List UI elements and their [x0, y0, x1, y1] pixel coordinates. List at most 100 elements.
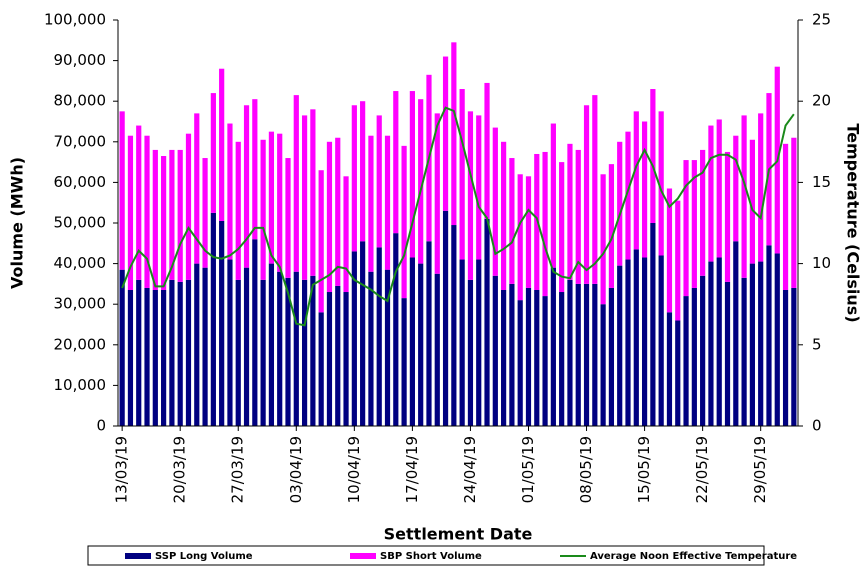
- bar-segment: [202, 267, 208, 426]
- y2-tick-label: 20: [812, 92, 831, 110]
- bar-segment: [185, 279, 192, 426]
- bar-segment: [418, 263, 424, 426]
- y-tick-label: 40,000: [54, 254, 107, 272]
- bar-segment: [550, 123, 556, 268]
- bar-segment: [650, 89, 656, 224]
- bar-segment: [666, 188, 673, 313]
- x-tick-label: 01/05/19: [519, 436, 537, 503]
- bar-segment: [293, 95, 299, 272]
- bar-segment: [534, 289, 540, 426]
- bar-segment: [617, 265, 623, 426]
- bar-segment: [185, 133, 192, 280]
- bar-segment: [310, 275, 316, 426]
- bar-segment: [724, 281, 731, 426]
- bar-segment: [567, 143, 573, 280]
- x-tick-label: 10/04/19: [345, 436, 363, 503]
- bar-segment: [169, 279, 175, 426]
- bar-segment: [650, 223, 656, 426]
- bar-segment: [318, 170, 324, 313]
- y2-axis-title: Temperature (Celsius): [844, 123, 863, 322]
- x-axis-title: Settlement Date: [384, 525, 533, 544]
- bar-segment: [459, 89, 465, 260]
- bar-segment: [152, 289, 158, 426]
- bar-segment: [127, 135, 134, 290]
- bar-segment: [525, 176, 532, 288]
- bar-segment: [335, 137, 341, 286]
- bar-segment: [467, 279, 474, 426]
- bar-segment: [758, 113, 764, 262]
- x-tick-label: 08/05/19: [577, 436, 595, 503]
- bar-segment: [343, 292, 349, 426]
- bar-segment: [733, 241, 739, 426]
- bar-segment: [376, 115, 382, 248]
- bar-segment: [393, 91, 399, 234]
- bar-segment: [666, 312, 673, 426]
- bar-segment: [318, 312, 324, 426]
- bar-segment: [608, 287, 615, 426]
- x-tick-label: 13/03/19: [113, 436, 131, 503]
- bar-segment: [608, 164, 615, 288]
- x-tick-label: 24/04/19: [461, 436, 479, 503]
- bar-segment: [418, 99, 424, 264]
- bar-segment: [741, 115, 747, 278]
- bar-segment: [575, 283, 581, 426]
- bar-segment: [658, 255, 664, 426]
- bar-segment: [152, 149, 158, 290]
- x-tick-label: 15/05/19: [635, 436, 653, 503]
- bar-segment: [169, 149, 175, 280]
- bar-segment: [791, 137, 797, 288]
- bar-segment: [144, 135, 150, 288]
- bar-segment: [260, 139, 266, 280]
- bar-segment: [724, 151, 731, 282]
- bar-segment: [749, 263, 755, 426]
- bar-segment: [351, 105, 357, 252]
- bar-segment: [501, 141, 507, 290]
- legend-label: SSP Long Volume: [155, 551, 253, 562]
- bar-segment: [517, 174, 523, 301]
- bar-segment: [434, 273, 440, 426]
- bar-segment: [177, 149, 183, 282]
- bar-segment: [700, 149, 706, 276]
- bar-segment: [376, 247, 382, 426]
- bar-segment: [542, 151, 548, 297]
- y2-tick-label: 0: [812, 417, 822, 435]
- bar-segment: [161, 289, 167, 426]
- bar-segment: [550, 267, 556, 426]
- bar-segment: [492, 275, 498, 426]
- x-tick-label: 22/05/19: [693, 436, 711, 503]
- y-axis-title: Volume (MWh): [8, 157, 27, 289]
- bar-segment: [210, 212, 216, 426]
- bar-segment: [268, 263, 275, 426]
- bar-segment: [119, 111, 125, 270]
- bar-segment: [716, 119, 722, 258]
- x-tick-label: 20/03/19: [171, 436, 189, 503]
- bar-segment: [219, 220, 225, 426]
- bar-segment: [293, 271, 299, 426]
- bar-segment: [210, 93, 216, 213]
- bar-segment: [368, 135, 374, 272]
- bar-segment: [235, 141, 241, 280]
- bar-segment: [384, 269, 391, 426]
- bar-segment: [559, 162, 565, 293]
- bar-segment: [301, 279, 308, 426]
- bar-segment: [227, 123, 233, 260]
- bar-segment: [409, 91, 415, 258]
- bar-segment: [442, 56, 449, 211]
- bar-segment: [691, 160, 697, 288]
- bar-segment: [749, 139, 755, 264]
- legend-box: [87, 545, 765, 566]
- bar-segment: [716, 257, 722, 426]
- y-tick-label: 0: [96, 417, 106, 435]
- y-tick-label: 100,000: [44, 11, 106, 29]
- bar-segment: [136, 125, 142, 280]
- bar-segment: [675, 320, 681, 426]
- y-tick-label: 80,000: [54, 92, 107, 110]
- bar-segment: [641, 257, 648, 426]
- bar-segment: [658, 111, 664, 256]
- bar-segment: [351, 251, 357, 426]
- bar-segment: [161, 156, 167, 290]
- bar-segment: [633, 111, 639, 250]
- bar-segment: [451, 42, 457, 226]
- bar-segment: [583, 105, 590, 284]
